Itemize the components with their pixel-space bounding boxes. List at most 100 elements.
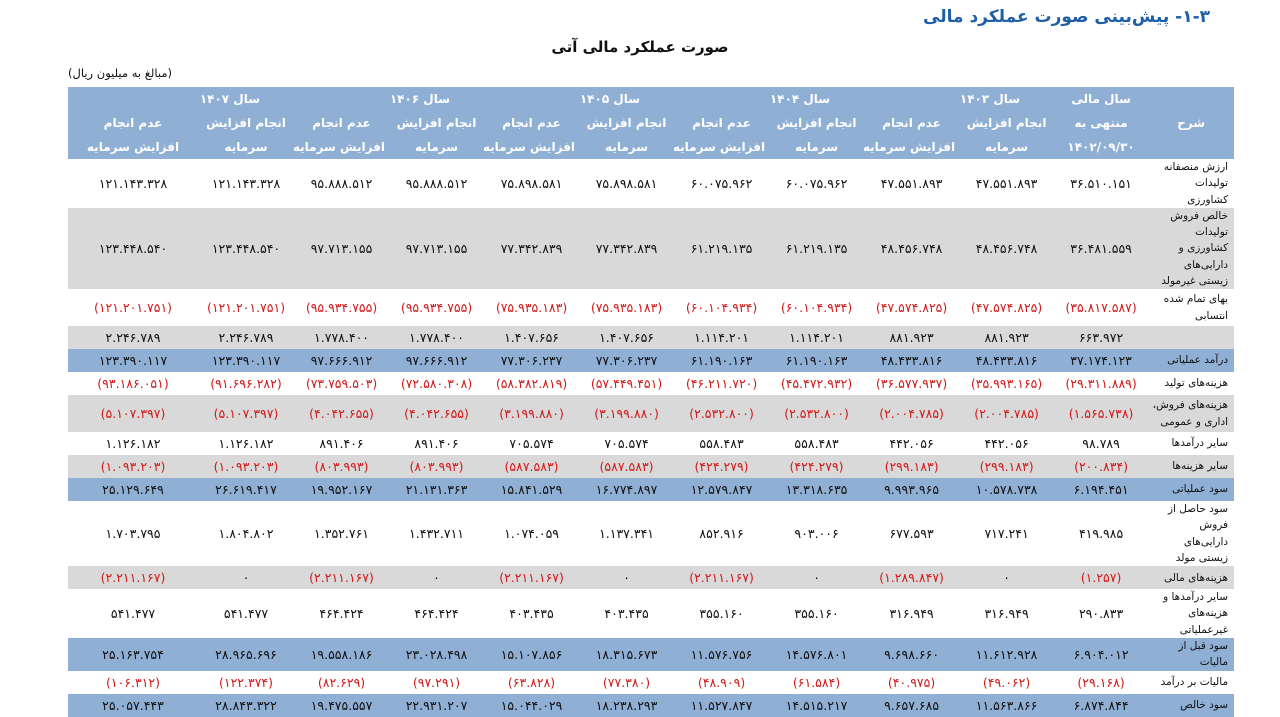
row-value: ۱۹.۵۵۸.۱۸۶ <box>294 637 390 671</box>
row-value: ۸۵۲.۹۱۶ <box>674 501 770 567</box>
row-value: (۱.۰۹۳.۲۰۳) <box>198 455 295 479</box>
row-label <box>1148 326 1235 350</box>
row-value: (۵۸.۳۸۲.۸۱۹) <box>484 372 580 396</box>
row-value: ۱.۷۷۸.۴۰۰ <box>389 326 485 350</box>
row-value: (۱.۲۵۷) <box>1054 566 1149 590</box>
header-with-increase-line1: انجام افزایش <box>198 111 295 135</box>
row-value: (۲.۵۳۲.۸۰۰) <box>769 395 865 433</box>
row-value: (۹۵.۹۳۴.۷۵۵) <box>294 289 390 327</box>
header-without-increase-line1: عدم انجام <box>484 111 580 135</box>
row-label: ارزش منصفانه تولیدات کشاورزی <box>1148 159 1235 208</box>
row-value: ۱۳.۳۱۸.۶۳۵ <box>769 478 865 502</box>
row-value: ۳۵۵.۱۶۰ <box>674 589 770 638</box>
row-value: ۶۱.۱۹۰.۱۶۳ <box>674 349 770 373</box>
row-value: ۱۱.۶۱۲.۹۲۸ <box>959 637 1055 671</box>
header-without-increase-line2: افزایش سرمایه <box>68 135 199 159</box>
header-with-increase-line2: سرمایه <box>198 135 295 159</box>
row-value: ۱.۷۷۸.۴۰۰ <box>294 326 390 350</box>
row-value: (۶۳.۸۲۸) <box>484 670 580 694</box>
header-year-3: سال ۱۴۰۵ <box>484 87 675 111</box>
row-value: (۲.۲۱۱.۱۶۷) <box>68 566 199 590</box>
row-value: (۴۷.۵۷۴.۸۲۵) <box>864 289 960 327</box>
row-value: ۴۰۳.۴۳۵ <box>579 589 675 638</box>
row-value: (۶۰.۱۰۴.۹۳۴) <box>769 289 865 327</box>
row-value: (۱.۰۹۳.۲۰۳) <box>68 455 199 479</box>
header-without-increase-line2: افزایش سرمایه <box>484 135 580 159</box>
table-row: ۶۶۳.۹۷۲ ۸۸۱.۹۲۳ ۸۸۱.۹۲۳ ۱.۱۱۴.۲۰۱ ۱.۱۱۴.۲۰۱ ۱… <box>68 326 1235 350</box>
header-without-increase-line2: افزایش سرمایه <box>674 135 770 159</box>
row-value: ۲۵.۱۲۹.۶۴۹ <box>68 478 199 502</box>
row-value: ۳۱۶.۹۴۹ <box>959 589 1055 638</box>
row-value: ۶۱.۱۹۰.۱۶۳ <box>769 349 865 373</box>
header-without-increase-line1: عدم انجام <box>68 111 199 135</box>
financial-performance-table: شرح سال مالی سال ۱۴۰۳ سال ۱۴۰۴ سال ۱۴۰۵ سال ۱… <box>68 87 1235 717</box>
row-value: ۹.۶۵۷.۶۸۵ <box>864 693 960 717</box>
row-value: (۳.۱۹۹.۸۸۰) <box>484 395 580 433</box>
header-year-4: سال ۱۴۰۶ <box>294 87 485 111</box>
row-value: (۹۷.۲۹۱) <box>389 670 485 694</box>
row-value: ۴۴۲.۰۵۶ <box>959 432 1055 456</box>
row-value: ۱۴.۵۱۵.۲۱۷ <box>769 693 865 717</box>
row-value: ۱۴.۵۷۶.۸۰۱ <box>769 637 865 671</box>
row-value: ۶.۱۹۴.۴۵۱ <box>1054 478 1149 502</box>
header-base-year-line1: سال مالی <box>1054 87 1149 111</box>
row-value: (۳۶.۵۷۷.۹۳۷) <box>864 372 960 396</box>
row-value: (۴۲۴.۲۷۹) <box>769 455 865 479</box>
header-with-increase-line2: سرمایه <box>389 135 485 159</box>
row-value: ۱.۱۲۶.۱۸۲ <box>68 432 199 456</box>
row-value: ۰ <box>579 566 675 590</box>
row-value: (۴۰.۹۷۵) <box>864 670 960 694</box>
table-row: ارزش منصفانه تولیدات کشاورزی ۳۶.۵۱۰.۱۵۱ ۴۷… <box>68 159 1235 208</box>
row-value: (۲۰۰.۸۳۴) <box>1054 455 1149 479</box>
table-title: صورت عملکرد مالی آتی <box>551 38 729 56</box>
row-value: (۴۷.۵۷۴.۸۲۵) <box>959 289 1055 327</box>
row-value: ۶۷۷.۵۹۳ <box>864 501 960 567</box>
row-value: (۷۵.۹۳۵.۱۸۳) <box>579 289 675 327</box>
row-label: سایر درآمدها <box>1148 432 1235 456</box>
row-value: (۸۰۳.۹۹۳) <box>389 455 485 479</box>
row-value: ۱۲۳.۴۴۸.۵۴۰ <box>68 207 199 290</box>
header-base-year-line2: منتهی به <box>1054 111 1149 135</box>
row-value: ۱.۴۰۷.۶۵۶ <box>579 326 675 350</box>
row-value: (۹۳.۱۸۶.۰۵۱) <box>68 372 199 396</box>
row-value: (۸۰۳.۹۹۳) <box>294 455 390 479</box>
table-row: سود قبل از مالیات ۶.۹۰۴.۰۱۲ ۱۱.۶۱۲.۹۲۸ ۹.۶۹… <box>68 637 1235 671</box>
row-value: ۶۶۳.۹۷۲ <box>1054 326 1149 350</box>
row-label: سایر هزینه‌ها <box>1148 455 1235 479</box>
row-value: ۳۵۵.۱۶۰ <box>769 589 865 638</box>
row-value: ۱۲۱.۱۴۳.۳۲۸ <box>198 159 295 208</box>
row-value: (۹۱.۶۹۶.۲۸۲) <box>198 372 295 396</box>
row-label: سود قبل از مالیات <box>1148 637 1235 671</box>
row-value: (۴۹.۰۶۲) <box>959 670 1055 694</box>
row-value: ۹۵.۸۸۸.۵۱۲ <box>389 159 485 208</box>
row-value: ۱۵.۱۰۷.۸۵۶ <box>484 637 580 671</box>
row-value: ۶۱.۲۱۹.۱۳۵ <box>674 207 770 290</box>
row-label: سود خالص <box>1148 693 1235 717</box>
header-year-label: سال ۱۴۰۴ <box>769 92 831 106</box>
row-value: (۴۶.۲۱۱.۷۲۰) <box>674 372 770 396</box>
row-value: ۱۲۳.۴۴۸.۵۴۰ <box>198 207 295 290</box>
row-value: ۹۰۳.۰۰۶ <box>769 501 865 567</box>
table-row: مالیات بر درآمد (۲۹.۱۶۸) (۴۹.۰۶۲) (۴۰.۹۷۵)(… <box>68 670 1235 694</box>
header-base-year-line3: ۱۴۰۲/۰۹/۳۰ <box>1054 135 1149 159</box>
row-value: (۲.۲۱۱.۱۶۷) <box>484 566 580 590</box>
row-value: (۱.۲۸۹.۸۴۷) <box>864 566 960 590</box>
row-value: (۲.۰۰۴.۷۸۵) <box>959 395 1055 433</box>
row-value: ۴۸.۴۳۳.۸۱۶ <box>864 349 960 373</box>
row-label: هزینه‌های تولید <box>1148 372 1235 396</box>
table-row: خالص فروش تولیدات کشاورزی و دارایی‌های ز… <box>68 207 1235 290</box>
header-desc: شرح <box>1148 87 1235 159</box>
unit-note: (مبالغ به میلیون ریال) <box>68 66 172 80</box>
header-without-increase-line1: عدم انجام <box>674 111 770 135</box>
row-value: (۴.۰۴۲.۶۵۵) <box>389 395 485 433</box>
table-row: سایر درآمدها و هزینه‌های غیرعملیاتی ۲۹۰.۸… <box>68 589 1235 638</box>
row-value: (۵۸۷.۵۸۳) <box>579 455 675 479</box>
row-value: ۷۱۷.۲۴۱ <box>959 501 1055 567</box>
table-row: درآمد عملیاتی ۳۷.۱۷۴.۱۲۳ ۴۸.۴۳۳.۸۱۶ ۴۸.۴۳۳.… <box>68 349 1235 373</box>
header-year-label: سال ۱۴۰۷ <box>199 92 261 106</box>
row-value: (۸۲.۶۲۹) <box>294 670 390 694</box>
row-value: ۹.۹۹۳.۹۶۵ <box>864 478 960 502</box>
row-value: ۶۱.۲۱۹.۱۳۵ <box>769 207 865 290</box>
header-with-increase-line2: سرمایه <box>579 135 675 159</box>
row-value: (۷۵.۹۳۵.۱۸۳) <box>484 289 580 327</box>
